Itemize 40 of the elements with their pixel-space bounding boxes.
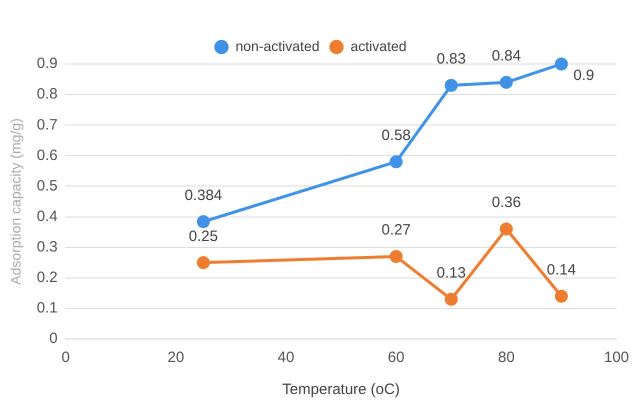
legend-label: non-activated: [235, 38, 320, 54]
y-tick-label: 0.1: [36, 300, 58, 317]
data-label: 0.27: [382, 222, 411, 239]
data-label: 0.25: [188, 228, 218, 245]
data-label: 0.36: [492, 194, 521, 212]
point: [196, 256, 210, 270]
x-tick-label: 60: [388, 349, 404, 366]
x-tick-label: 80: [498, 349, 515, 366]
x-axis-title: Temperature (oC): [282, 381, 400, 398]
point: [500, 76, 513, 89]
data-label: 0.58: [382, 126, 411, 144]
x-tick-label: 20: [167, 349, 184, 366]
data-label: 0.14: [546, 261, 576, 278]
data-label: 0.384: [184, 186, 222, 204]
point: [196, 215, 210, 228]
y-tick-label: 0.5: [36, 177, 58, 194]
data-label: 0.13: [436, 264, 466, 282]
x-tick-label: 0: [61, 349, 70, 366]
point: [444, 292, 458, 306]
point: [500, 222, 513, 236]
y-tick-label: 0.4: [36, 208, 58, 225]
point: [554, 58, 568, 70]
y-tick-label: 0.7: [36, 116, 58, 134]
y-axis-title: Adsorption capacity (mg/g): [7, 118, 24, 285]
y-tick-label: 0.6: [36, 146, 58, 164]
point: [390, 155, 403, 168]
data-label: 0.83: [436, 50, 466, 68]
y-tick-label: 0.8: [36, 86, 58, 103]
y-tick-label: 0.9: [36, 55, 58, 72]
point: [444, 78, 458, 92]
legend-label: activated: [350, 38, 407, 54]
data-label: 0.9: [573, 67, 594, 84]
y-tick-label: 0: [49, 330, 58, 348]
y-tick-label: 0.3: [36, 238, 58, 256]
point: [554, 290, 568, 303]
point: [390, 250, 403, 263]
data-label: 0.84: [492, 47, 521, 64]
y-tick-label: 0.2: [36, 269, 58, 286]
x-tick-label: 40: [278, 349, 294, 366]
x-tick-label: 100: [604, 349, 629, 366]
